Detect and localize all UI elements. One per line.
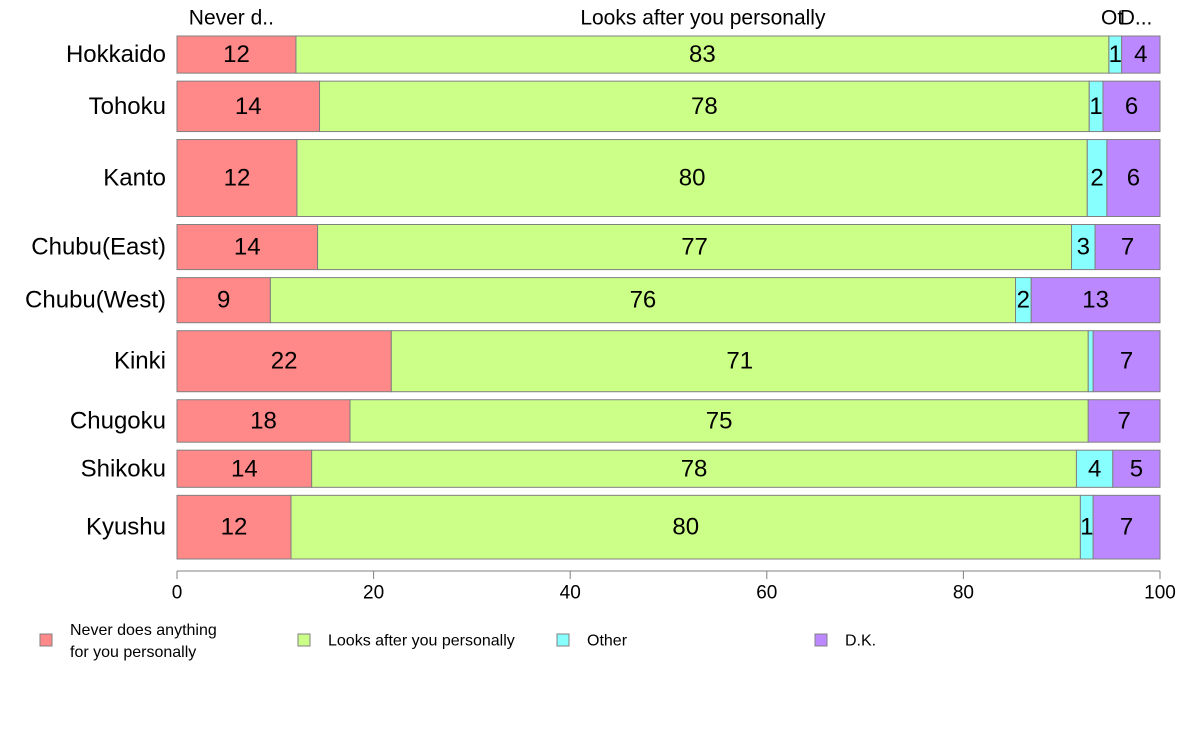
data-label: 6	[1127, 165, 1140, 192]
top-label: D...	[1120, 7, 1153, 30]
bar-segment	[296, 139, 1088, 217]
x-tick-label: 40	[560, 583, 581, 604]
category-label: Kyushu	[86, 514, 166, 541]
bar-segment	[176, 277, 271, 324]
category-label: Chubu(West)	[25, 287, 166, 314]
bar-segment	[176, 399, 351, 443]
data-label: 78	[681, 455, 708, 482]
category-label: Shikoku	[81, 455, 166, 482]
top-label: Ot	[1101, 7, 1123, 30]
bar-segment	[1030, 277, 1161, 324]
data-label: 7	[1120, 514, 1133, 541]
bar-segment	[1094, 223, 1161, 271]
legend-swatch	[556, 633, 570, 647]
data-label: 80	[672, 514, 699, 541]
data-label: 7	[1121, 234, 1134, 261]
data-label: 78	[691, 93, 718, 120]
bar-segment	[1121, 35, 1161, 74]
data-label: 12	[221, 514, 248, 541]
bar-segment	[349, 399, 1089, 443]
data-label: 14	[234, 234, 261, 261]
category-label: Chugoku	[70, 407, 166, 434]
bar-segment	[1092, 330, 1161, 393]
data-label: 5	[1130, 455, 1143, 482]
legend-label-line: for you personally	[70, 644, 196, 661]
data-label: 7	[1120, 348, 1133, 375]
bar-segment	[290, 494, 1081, 560]
legend-swatch	[297, 633, 311, 647]
bar-segment	[176, 35, 297, 74]
data-label: 14	[231, 455, 258, 482]
bar-segment	[1075, 449, 1114, 488]
data-label: 4	[1088, 455, 1101, 482]
category-label: Hokkaido	[66, 41, 166, 68]
bar-segment	[269, 277, 1016, 324]
data-label: 18	[250, 407, 277, 434]
x-tick-label: 80	[953, 583, 974, 604]
category-label: Chubu(East)	[31, 234, 166, 261]
data-label: 80	[679, 165, 706, 192]
x-tick-label: 60	[756, 583, 777, 604]
x-tick-label: 20	[363, 583, 384, 604]
data-label: 7	[1117, 407, 1130, 434]
bar-segment	[176, 80, 321, 133]
top-label: Looks after you personally	[580, 7, 826, 30]
data-label: 12	[224, 165, 251, 192]
top-label: Never d..	[189, 7, 274, 30]
bar-segment	[176, 223, 319, 271]
x-tick-label: 100	[1144, 583, 1176, 604]
data-label: 1	[1080, 514, 1093, 541]
bar-segment	[319, 80, 1090, 133]
legend-label: Never does anything for you personally	[70, 622, 217, 661]
data-label: 22	[271, 348, 298, 375]
bar-segment	[311, 449, 1077, 488]
bar-segment	[1106, 139, 1161, 217]
bar-segment	[390, 330, 1089, 393]
data-label: 9	[217, 287, 230, 314]
bar-segment	[295, 35, 1110, 74]
data-label: 4	[1134, 41, 1147, 68]
data-label: 77	[681, 234, 708, 261]
data-label: 2	[1090, 165, 1103, 192]
bar-segment	[1092, 494, 1161, 560]
bar-segment	[1102, 80, 1161, 133]
bar-segment	[1087, 399, 1161, 443]
data-label: 83	[689, 41, 716, 68]
data-label: 13	[1082, 287, 1109, 314]
data-label: 14	[235, 93, 262, 120]
bar-segment	[1087, 330, 1094, 393]
category-label: Kanto	[103, 165, 166, 192]
bar-segment	[317, 223, 1073, 271]
data-label: 1	[1089, 93, 1102, 120]
category-label: Tohoku	[89, 93, 166, 120]
x-tick-label: 0	[172, 583, 183, 604]
bar-segment	[176, 139, 298, 217]
bar-segment	[1112, 449, 1161, 488]
legend-swatch	[814, 633, 828, 647]
legend-label: Looks after you personally	[328, 633, 515, 650]
legend-label-line: Never does anything	[70, 622, 217, 639]
data-label: 75	[706, 407, 733, 434]
legend-label: Other	[587, 633, 628, 650]
category-label: Kinki	[114, 348, 166, 375]
legend-label: D.K.	[845, 633, 876, 650]
data-label: 2	[1017, 287, 1030, 314]
legend-swatch	[39, 633, 53, 647]
data-label: 12	[223, 41, 250, 68]
data-label: 3	[1077, 234, 1090, 261]
data-label: 6	[1125, 93, 1138, 120]
data-label: 76	[630, 287, 657, 314]
data-label: 1	[1109, 41, 1122, 68]
data-label: 71	[726, 348, 753, 375]
